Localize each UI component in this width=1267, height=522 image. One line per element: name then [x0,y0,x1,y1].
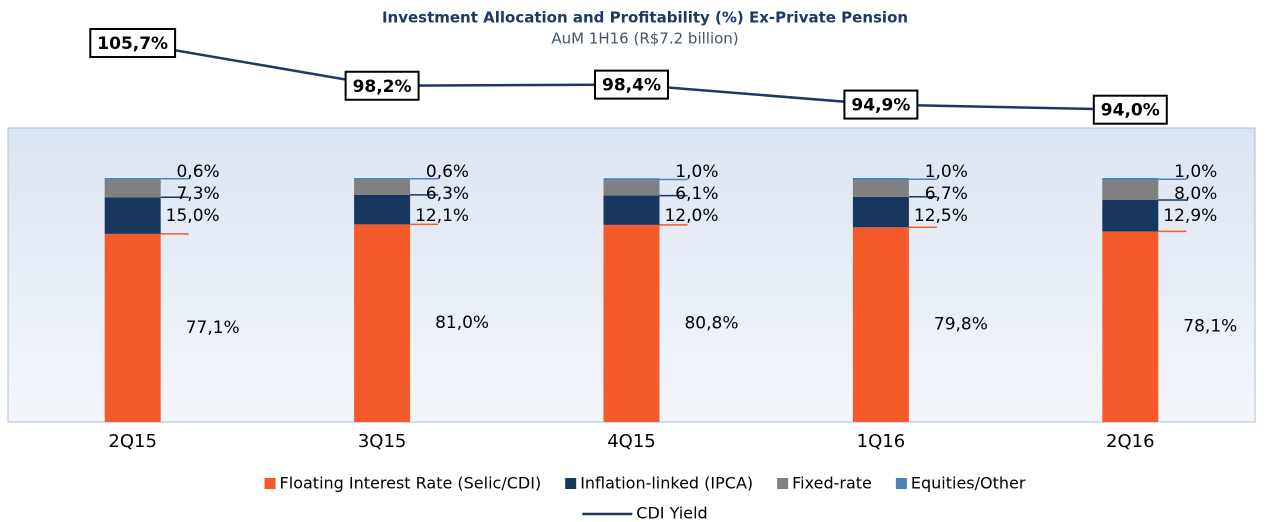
data-label: 0,6% [176,162,219,182]
bar-segment [354,179,411,195]
data-label: 6,7% [925,184,968,204]
bar-segment [1102,178,1159,181]
data-label: 1,0% [675,162,718,182]
bar-segment [354,178,411,180]
data-label: 77,1% [186,318,240,338]
data-label: 98,2% [353,77,412,97]
data-label: 0,6% [426,162,469,182]
data-label: 94,9% [851,96,910,116]
data-label: 12,0% [664,206,718,226]
bar-segment [1102,231,1159,422]
data-label: 94,0% [1101,101,1160,121]
chart-title: Investment Allocation and Profitability … [382,9,908,27]
bar-segment [104,178,161,180]
chart-subtitle: AuM 1H16 (R$7.2 billion) [551,30,738,48]
data-label: 8,0% [1174,184,1217,204]
data-label: 6,3% [426,184,469,204]
data-label: 80,8% [684,313,738,333]
data-label: 105,7% [97,34,168,54]
label-box [594,69,669,100]
data-label: 15,0% [166,206,220,226]
bar-segment [852,196,909,228]
bar-segment [104,233,161,422]
data-label: 12,9% [1163,206,1217,226]
data-label: 78,1% [1183,317,1237,337]
label-box [843,89,919,120]
x-tick-label: 2Q15 [108,431,157,452]
legend-swatch [895,478,907,489]
x-tick-label: 3Q15 [358,431,407,452]
legend-swatch [264,478,276,489]
x-tick-label: 4Q15 [607,431,656,452]
bar-segment [1102,180,1159,200]
label-box [344,70,420,101]
data-label: 6,1% [675,184,718,204]
bar-segment [104,179,161,198]
legend-swatch [565,478,577,489]
data-label: 1,0% [1174,162,1217,182]
bar-segment [852,227,909,422]
legend-label: Equities/Other [911,474,1026,493]
x-tick-label: 2Q16 [1106,431,1155,452]
legend-swatch [777,478,789,489]
bar-segment [603,178,660,181]
data-label: 7,3% [176,184,219,204]
bar-segment [354,194,411,225]
bar-segment [852,180,909,197]
bar-segment [852,178,909,181]
x-tick-label: 1Q16 [857,431,906,452]
bar-segment [603,180,660,196]
bar-segment [603,224,660,422]
bar-segment [354,224,411,422]
data-label: 98,4% [602,76,661,96]
legend-label: Inflation-linked (IPCA) [580,474,753,493]
legend-label: Fixed-rate [792,474,872,493]
data-label: 1,0% [925,162,968,182]
legend-label: Floating Interest Rate (Selic/CDI) [280,474,542,493]
bar-segment [1102,199,1159,232]
data-label: 79,8% [934,315,988,335]
data-label: 81,0% [435,313,489,333]
data-label: 12,5% [914,206,968,226]
label-box [89,28,177,59]
bar-segment [603,195,660,225]
bar-segment [104,197,161,234]
label-box [1092,94,1168,125]
data-label: 12,1% [415,206,469,226]
legend-label: CDI Yield [636,504,707,522]
